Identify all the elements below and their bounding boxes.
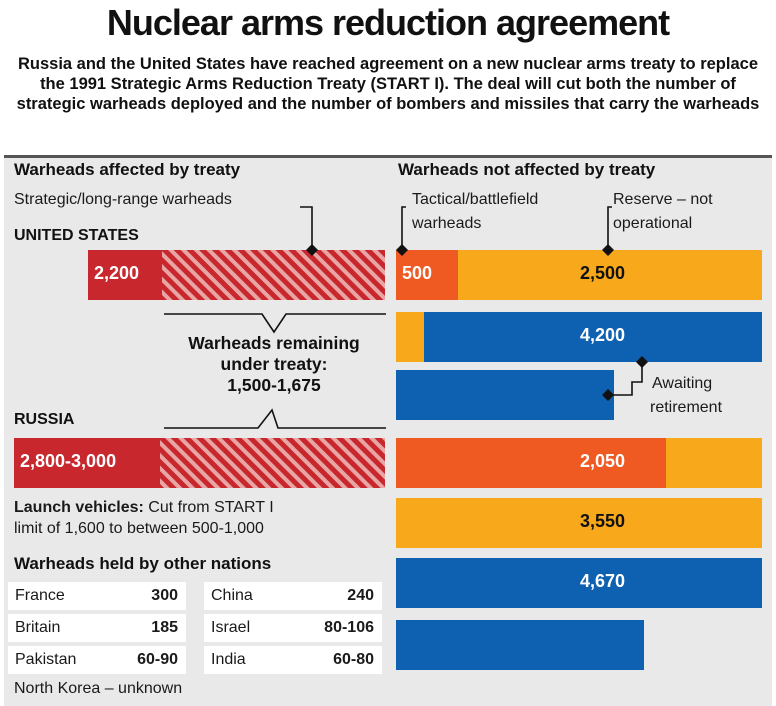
page-title: Nuclear arms reduction agreement — [106, 2, 670, 43]
divider — [4, 155, 772, 158]
us-awaiting-bar-2 — [396, 370, 614, 420]
strategic-leader-line — [300, 206, 313, 250]
us-awaiting-value: 4,200 — [580, 325, 626, 345]
tactical-label-1: Tactical/battlefield — [412, 191, 539, 208]
nation-cell-france: France 300 — [8, 582, 186, 610]
right-header: Warheads not affected by treaty — [398, 160, 656, 179]
nation-value: 300 — [151, 587, 178, 604]
launch-bold: Launch vehicles: — [14, 499, 144, 516]
nation-cell-china: China 240 — [204, 582, 382, 610]
left-header: Warheads affected by treaty — [14, 160, 241, 179]
nation-value: 60-80 — [333, 651, 374, 668]
us-reserve-value: 2,500 — [580, 263, 626, 283]
strategic-label: Strategic/long-range warheads — [14, 191, 232, 208]
ru-reserve-bar-start — [666, 438, 762, 488]
remaining-line-3: 1,500-1,675 — [227, 375, 321, 395]
awaiting-dot-bottom — [602, 389, 614, 401]
nation-name: France — [15, 587, 65, 604]
us-reserve-bar-2 — [396, 312, 424, 362]
nation-cell-pakistan: Pakistan 60-90 — [8, 646, 186, 674]
strategic-leader-dot — [306, 244, 318, 256]
launch-text-2: limit of 1,600 to between 500-1,000 — [14, 520, 264, 537]
nation-name: India — [211, 651, 246, 668]
nation-cell-britain: Britain 185 — [8, 614, 186, 642]
ru-awaiting-value: 4,670 — [580, 571, 626, 591]
awaiting-label-2: retirement — [650, 399, 723, 416]
tactical-leader-dot — [396, 244, 408, 256]
reserve-leader-line — [607, 206, 612, 250]
russia-label: RUSSIA — [14, 411, 75, 428]
awaiting-label-1: Awaiting — [652, 375, 713, 392]
nation-value: 60-90 — [137, 651, 178, 668]
right-panel — [388, 157, 772, 706]
tactical-leader-line — [401, 206, 406, 250]
us-tactical-bar — [396, 250, 458, 300]
us-remaining-hatch — [162, 250, 385, 300]
nation-name: Pakistan — [15, 651, 77, 668]
us-label: UNITED STATES — [14, 227, 139, 244]
tactical-label-2: warheads — [412, 215, 482, 232]
others-title: Warheads held by other nations — [14, 554, 272, 573]
launch-text-1: Cut from START I — [148, 499, 274, 516]
nation-value: 240 — [347, 587, 374, 604]
us-tactical-value: 500 — [402, 263, 433, 283]
ru-reserve-bar — [396, 498, 762, 548]
ru-reserve-value: 3,550 — [580, 511, 626, 531]
us-awaiting-bar — [424, 312, 762, 362]
subtitle: Russia and the United States have reache… — [16, 55, 760, 113]
north-korea-note: North Korea – unknown — [14, 680, 183, 697]
awaiting-leader-line — [608, 362, 643, 396]
ru-awaiting-bar — [396, 558, 762, 608]
launch-vehicles-note: Launch vehicles: Cut from START I limit … — [14, 497, 384, 539]
reserve-label-2: operational — [613, 215, 693, 232]
us-reserve-bar — [458, 250, 762, 300]
ru-remaining-bracket — [164, 408, 386, 429]
us-remaining-bracket — [164, 313, 386, 334]
ru-strategic-bar — [14, 438, 160, 488]
remaining-line-2: under treaty: — [220, 354, 328, 374]
awaiting-dot-top — [636, 356, 648, 368]
nation-cell-india: India 60-80 — [204, 646, 382, 674]
nation-name: Britain — [15, 619, 61, 636]
remaining-label: Warheads remaining under treaty: 1,500-1… — [164, 333, 384, 396]
ru-tactical-bar — [396, 438, 666, 488]
ru-strategic-value: 2,800-3,000 — [20, 451, 117, 471]
remaining-line-1: Warheads remaining — [188, 333, 360, 353]
nation-name: China — [211, 587, 253, 604]
ru-awaiting-bar-2 — [396, 620, 644, 670]
nation-name: Israel — [211, 619, 251, 636]
us-strategic-value: 2,200 — [94, 263, 140, 283]
ru-remaining-hatch — [160, 438, 385, 488]
ru-tactical-value: 2,050 — [580, 451, 626, 471]
nation-value: 185 — [151, 619, 178, 636]
us-strategic-bar — [88, 250, 162, 300]
nation-cell-israel: Israel 80-106 — [204, 614, 382, 642]
reserve-leader-dot — [602, 244, 614, 256]
nation-value: 80-106 — [324, 619, 374, 636]
reserve-label-1: Reserve – not — [613, 191, 713, 208]
